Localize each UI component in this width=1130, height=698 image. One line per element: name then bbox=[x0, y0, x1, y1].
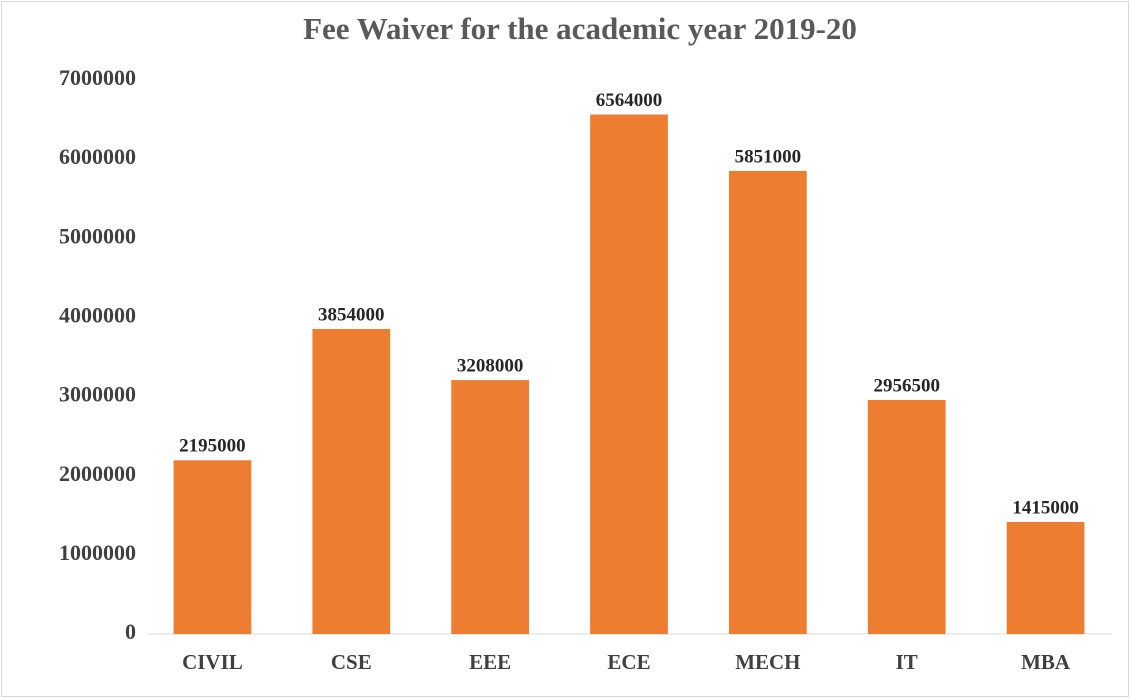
bar bbox=[312, 328, 391, 634]
bar bbox=[590, 114, 668, 634]
bar bbox=[728, 170, 807, 634]
data-label: 3854000 bbox=[318, 304, 385, 325]
x-tick-label: EEE bbox=[469, 650, 511, 674]
data-label: 3208000 bbox=[457, 355, 524, 376]
data-label: 2195000 bbox=[179, 436, 246, 457]
data-label: 6564000 bbox=[596, 90, 663, 111]
y-tick-label: 0 bbox=[125, 619, 136, 644]
y-tick-label: 3000000 bbox=[59, 382, 136, 407]
x-tick-label: CSE bbox=[331, 650, 372, 674]
x-tick-label: MECH bbox=[735, 650, 800, 674]
data-label: 5851000 bbox=[735, 146, 802, 167]
y-tick-label: 7000000 bbox=[59, 65, 136, 90]
bar bbox=[173, 460, 252, 634]
data-label: 2956500 bbox=[873, 375, 940, 396]
bar bbox=[1006, 522, 1085, 634]
x-tick-label: IT bbox=[896, 650, 918, 674]
x-tick-label: CIVIL bbox=[182, 650, 243, 674]
bar bbox=[451, 380, 530, 634]
x-tick-label: MBA bbox=[1021, 650, 1071, 674]
data-label: 1415000 bbox=[1012, 497, 1079, 518]
y-tick-label: 2000000 bbox=[59, 461, 136, 486]
bar bbox=[867, 400, 946, 634]
y-tick-label: 6000000 bbox=[59, 144, 136, 169]
chart-title: Fee Waiver for the academic year 2019-20 bbox=[303, 11, 857, 46]
y-tick-label: 4000000 bbox=[59, 302, 136, 327]
x-tick-label: ECE bbox=[607, 650, 650, 674]
y-tick-label: 1000000 bbox=[59, 540, 136, 565]
y-tick-label: 5000000 bbox=[59, 223, 136, 248]
